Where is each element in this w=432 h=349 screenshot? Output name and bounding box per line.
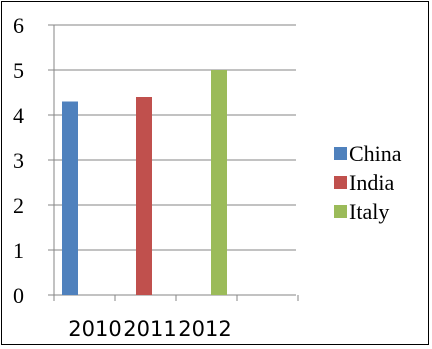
y-tick-label: 0 bbox=[13, 283, 24, 308]
x-tick-label: 2011 bbox=[123, 317, 176, 341]
chart-frame bbox=[1, 1, 429, 345]
y-tick-label: 4 bbox=[13, 103, 24, 128]
x-tick-label: 2010 bbox=[68, 317, 121, 341]
bar-china-2010 bbox=[62, 101, 78, 295]
y-axis: 0 1 2 3 4 5 6 bbox=[13, 13, 55, 308]
legend-label-china: China bbox=[349, 141, 402, 166]
x-axis: 2010 2011 2012 bbox=[53, 294, 299, 341]
y-tick-label: 5 bbox=[13, 58, 24, 83]
legend-swatch-china bbox=[334, 147, 347, 160]
y-tick-label: 6 bbox=[13, 13, 24, 38]
legend-label-italy: Italy bbox=[349, 199, 389, 224]
bar-india-2011 bbox=[136, 97, 152, 295]
gridlines bbox=[54, 24, 296, 251]
y-tick-label: 3 bbox=[13, 148, 24, 173]
bar-italy-2012 bbox=[211, 70, 227, 295]
y-tick-label: 1 bbox=[13, 238, 24, 263]
legend-swatch-india bbox=[334, 176, 347, 189]
y-tick-label: 2 bbox=[13, 193, 24, 218]
legend-swatch-italy bbox=[334, 205, 347, 218]
legend: China India Italy bbox=[334, 141, 402, 224]
x-tick-label: 2012 bbox=[178, 317, 231, 341]
bars bbox=[62, 70, 227, 295]
legend-label-india: India bbox=[349, 170, 394, 195]
